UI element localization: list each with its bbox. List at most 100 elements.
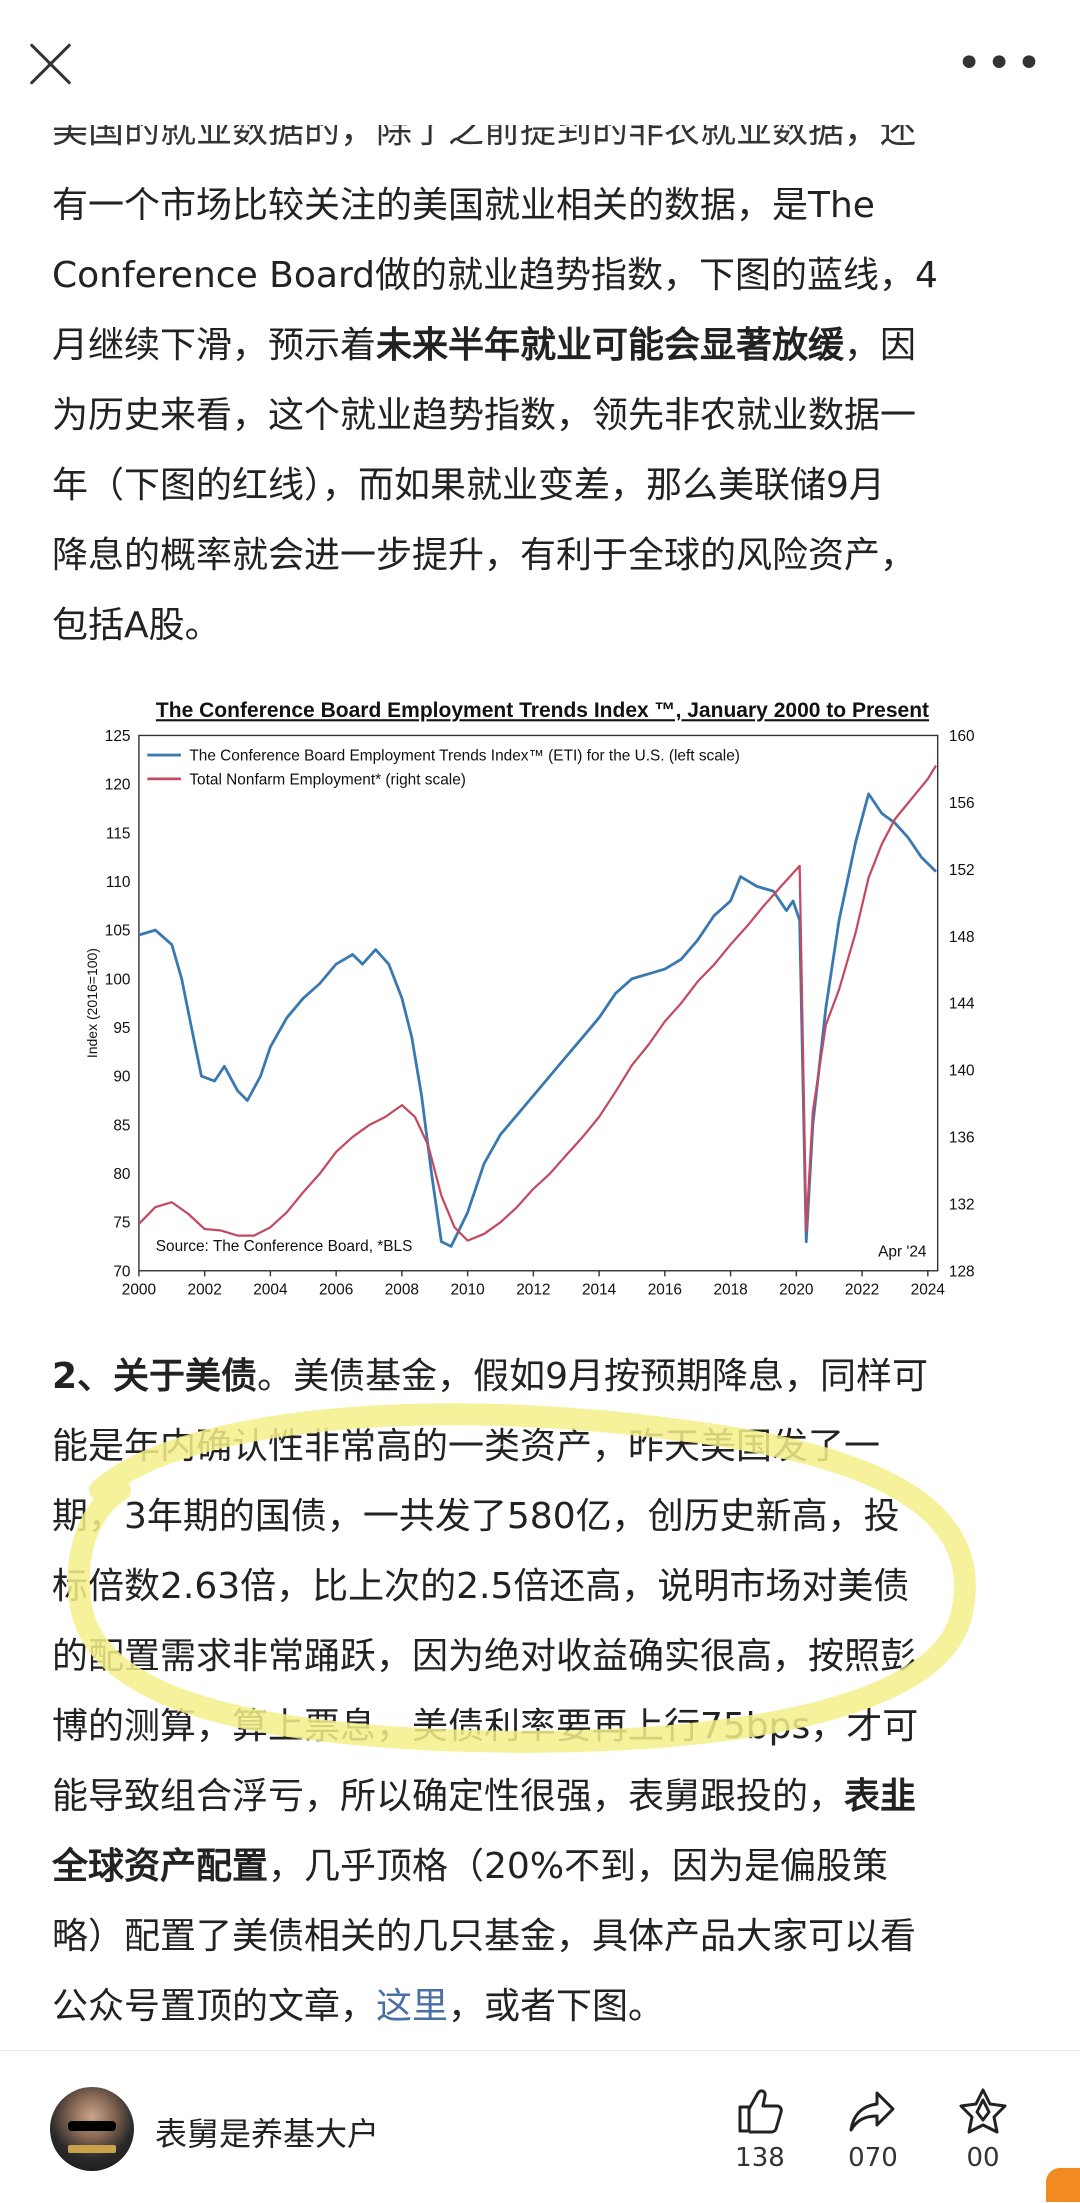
article-line: 能导致组合浮亏，所以确定性很强，表舅跟投的，表韭	[52, 1762, 1032, 1832]
article-text: 期，3年期的国债，一共发了580亿，创历史新高，投	[52, 1496, 900, 1537]
eti-series-line	[138, 792, 937, 1248]
x-tick-label: 2014	[582, 1282, 617, 1299]
article-line: 2、关于美债。美债基金，假如9月按预期降息，同样可	[52, 1342, 1032, 1412]
article-text: 能是年内确认性非常高的一类资产，昨天美国发了一	[52, 1426, 881, 1467]
favorite-count: 00	[966, 2143, 1000, 2173]
y-left-tick-label: 125	[105, 728, 131, 745]
article-text: 月继续下滑，预示着	[52, 325, 377, 366]
chart-title: The Conference Board Employment Trends I…	[156, 699, 929, 722]
y-right-tick-label: 132	[949, 1196, 975, 1213]
share-icon	[849, 2091, 895, 2132]
x-tick-label: 2008	[385, 1282, 419, 1299]
article-text: 全球资产配置	[52, 1846, 269, 1887]
article-line: 博的测算，算上票息，美债利率要再上行75bps，才可	[52, 1692, 1032, 1762]
thumbs-up-icon	[738, 2089, 783, 2134]
article-line: 年（下图的红线），而如果就业变差，那么美联储9月	[52, 451, 1032, 521]
like-count: 138	[735, 2143, 785, 2173]
chart-svg: The Conference Board Employment Trends I…	[84, 699, 975, 1299]
more-options-icon[interactable]: •••	[956, 38, 1046, 89]
article-text: ，因	[844, 325, 917, 366]
article-line: 包括A股。	[52, 591, 1032, 661]
article-line: 为历史来看，这个就业趋势指数，领先非农就业数据一	[52, 381, 1032, 451]
x-tick-label: 2016	[648, 1282, 682, 1299]
close-icon[interactable]	[28, 40, 74, 86]
y-right-tick-label: 156	[949, 795, 975, 812]
article-text: 的配置需求非常踊跃，因为绝对收益确实很高，按照彭	[52, 1636, 917, 1677]
eti-chart: The Conference Board Employment Trends I…	[80, 685, 1005, 1310]
x-tick-label: 2004	[253, 1282, 288, 1299]
y-left-tick-label: 120	[105, 777, 131, 794]
article-paragraph-2: 2、关于美债。美债基金，假如9月按预期降息，同样可能是年内确认性非常高的一类资产…	[52, 1342, 1032, 2042]
y-left-tick-label: 105	[105, 923, 131, 940]
x-tick-label: 2022	[845, 1282, 879, 1299]
x-tick-label: 2024	[911, 1282, 946, 1299]
article-text: 有一个市场比较关注的美国就业相关的数据，是The	[52, 185, 875, 226]
article-link[interactable]: 这里	[376, 1986, 449, 2027]
article-text: 。美债基金，假如9月按预期降息，同样可	[257, 1356, 928, 1397]
author-name[interactable]: 表舅是养基大户	[155, 2115, 380, 2153]
y-left-tick-label: 95	[113, 1020, 130, 1037]
article-line: 能是年内确认性非常高的一类资产，昨天美国发了一	[52, 1412, 1032, 1482]
article-line: 全球资产配置，几乎顶格（20%不到，因为是偏股策	[52, 1832, 1032, 1902]
article-line: 月继续下滑，预示着未来半年就业可能会显著放缓，因	[52, 311, 1032, 381]
x-tick-label: 2010	[450, 1282, 484, 1299]
y-left-tick-label: 115	[106, 825, 131, 842]
chart-plot-frame	[138, 734, 939, 1272]
article-text: 未来半年就业可能会显著放缓	[376, 325, 845, 366]
like-button[interactable]: 138	[720, 2085, 800, 2173]
y-left-tick-label: 85	[113, 1117, 130, 1134]
y-left-tick-label: 90	[113, 1069, 130, 1086]
y-right-tick-label: 136	[949, 1130, 975, 1147]
favorite-button[interactable]: 00	[943, 2085, 1023, 2173]
x-tick-label: 2018	[713, 1282, 747, 1299]
avatar-glasses	[68, 2121, 116, 2131]
x-tick-label: 2012	[516, 1282, 550, 1299]
y-right-tick-label: 152	[949, 862, 975, 879]
y-right-tick-label: 160	[949, 728, 975, 745]
y-right-tick-label: 140	[949, 1063, 975, 1080]
article-paragraph-1: 有一个市场比较关注的美国就业相关的数据，是The Conference Board…	[52, 171, 1032, 661]
article-text: 2、关于美债	[52, 1356, 258, 1397]
article-text: Conference Board做的就业趋势指数，下图的蓝线，4	[52, 255, 938, 296]
x-tick-label: 2000	[122, 1282, 156, 1299]
y-left-tick-label: 80	[113, 1166, 130, 1183]
article-cutoff-line: 美国的就业数据的，除了之前提到的非农就业数据，还	[52, 110, 917, 151]
x-tick-label: 2020	[779, 1282, 813, 1299]
nonfarm-series-line	[138, 764, 937, 1242]
article-text: 略）配置了美债相关的几只基金，具体产品大家可以看	[52, 1916, 917, 1957]
share-count: 070	[848, 2143, 898, 2173]
top-bar: •••	[0, 0, 1080, 125]
article-line: 公众号置顶的文章，这里，或者下图。	[52, 1972, 1032, 2042]
x-tick-label: 2002	[188, 1282, 222, 1299]
article-line: 降息的概率就会进一步提升，有利于全球的风险资产，	[52, 521, 1032, 591]
y-left-tick-label: 75	[113, 1215, 130, 1232]
article-text: 博的测算，算上票息，美债利率要再上行75bps，才可	[52, 1706, 919, 1747]
article-text: 能导致组合浮亏，所以确定性很强，表舅跟投的，	[52, 1776, 845, 1817]
article-text: 为历史来看，这个就业趋势指数，领先非农就业数据一	[52, 395, 917, 436]
y-right-tick-label: 144	[949, 996, 975, 1013]
article-line: 略）配置了美债相关的几只基金，具体产品大家可以看	[52, 1902, 1032, 1972]
corner-badge	[1046, 2168, 1080, 2202]
x-tick-label: 2006	[319, 1282, 353, 1299]
y-left-tick-label: 110	[106, 874, 131, 891]
y-right-tick-label: 128	[949, 1263, 975, 1280]
article-line: 有一个市场比较关注的美国就业相关的数据，是The	[52, 171, 1032, 241]
y-axis-label: Index (2016=100)	[84, 948, 100, 1058]
article-line: 的配置需求非常踊跃，因为绝对收益确实很高，按照彭	[52, 1622, 1032, 1692]
bottom-bar: 表舅是养基大户 138 070 00	[0, 2050, 1080, 2203]
article-line: 期，3年期的国债，一共发了580亿，创历史新高，投	[52, 1482, 1032, 1552]
article-text: 公众号置顶的文章，	[52, 1986, 377, 2027]
y-left-tick-label: 100	[105, 971, 131, 988]
author-avatar[interactable]	[50, 2087, 134, 2171]
chart-date-note: Apr '24	[878, 1244, 927, 1261]
article-text: 降息的概率就会进一步提升，有利于全球的风险资产，	[52, 535, 917, 576]
legend-label: The Conference Board Employment Trends I…	[189, 748, 740, 765]
legend-label: Total Nonfarm Employment* (right scale)	[189, 771, 466, 788]
article-text: ，或者下图。	[448, 1986, 665, 2027]
article-text: ，几乎顶格（20%不到，因为是偏股策	[268, 1846, 889, 1887]
y-left-tick-label: 70	[113, 1263, 130, 1280]
avatar-tag	[68, 2145, 116, 2153]
article-line: Conference Board做的就业趋势指数，下图的蓝线，4	[52, 241, 1032, 311]
article-text: 标倍数2.63倍，比上次的2.5倍还高，说明市场对美债	[52, 1566, 910, 1607]
share-button[interactable]: 070	[833, 2085, 913, 2173]
